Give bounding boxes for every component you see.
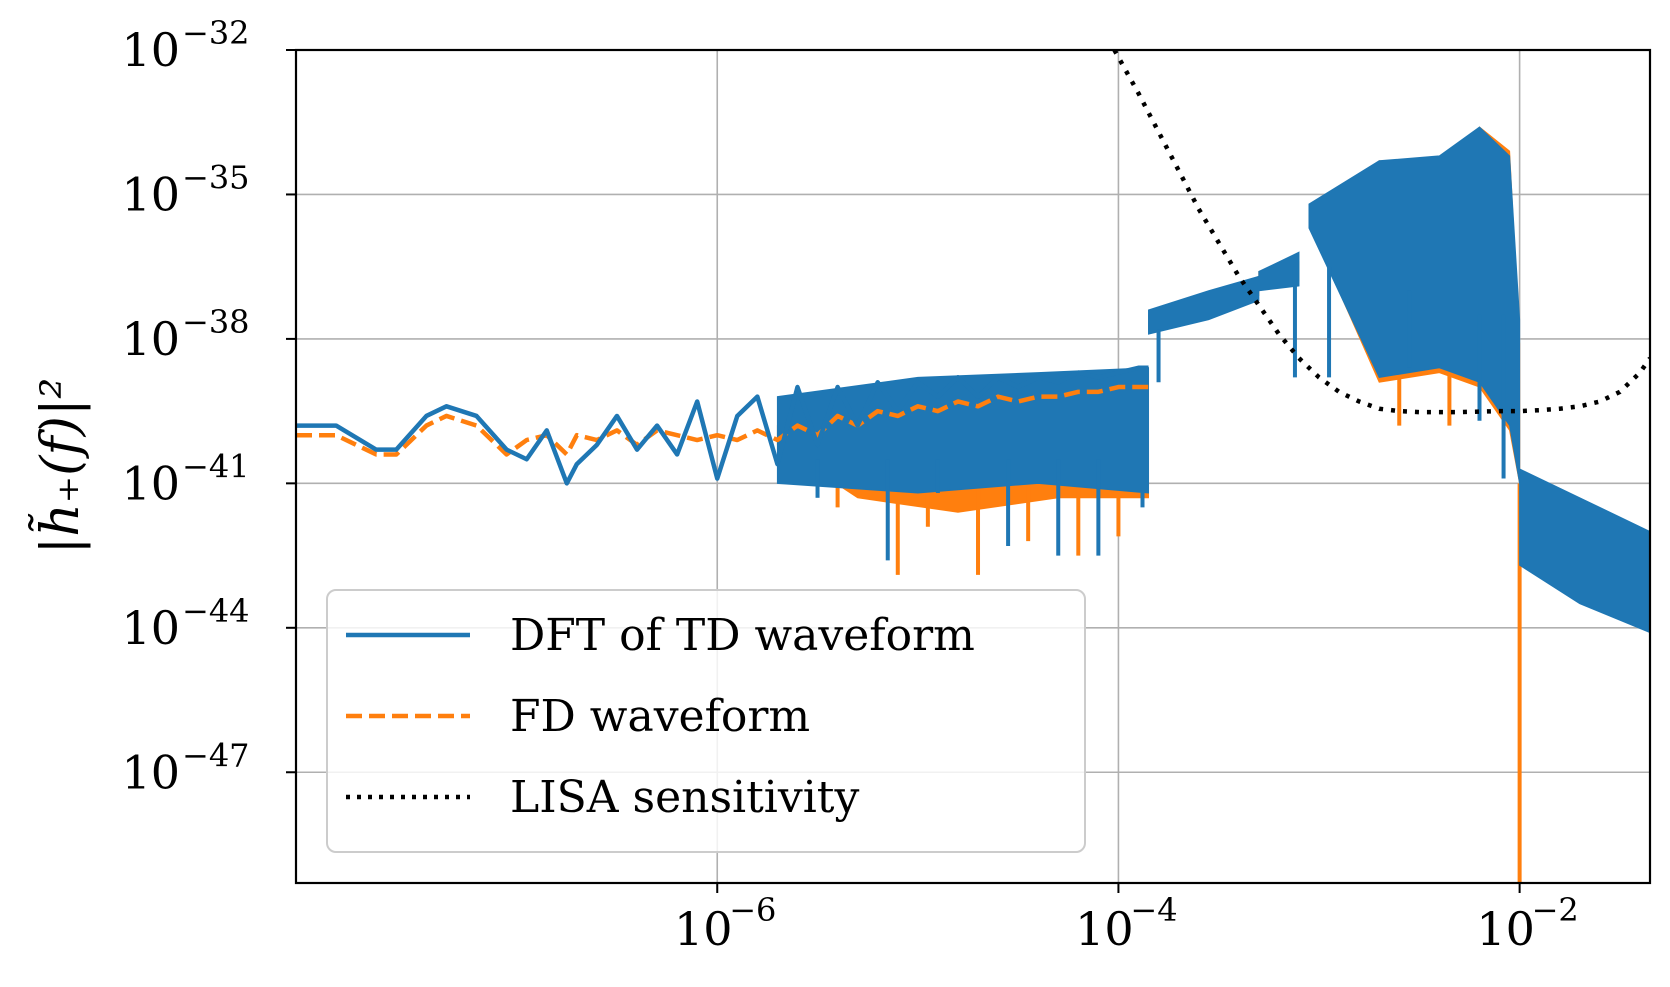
- plot-area: [296, 50, 1650, 883]
- legend-label-lisa: LISA sensitivity: [510, 772, 859, 823]
- series-fd-waveform: [296, 384, 1149, 457]
- series-dft-of-td-waveform: [296, 365, 1149, 486]
- y-tick-label-3: 10: [121, 456, 180, 510]
- y-tick-label-0: 10: [121, 23, 180, 77]
- x-tick-label-1: 10: [1075, 902, 1134, 956]
- x-tick-exponent-0: −6: [729, 891, 776, 929]
- x-tick-label-0: 10: [674, 902, 733, 956]
- y-tick-label-2: 10: [121, 312, 180, 366]
- series-lines: [296, 50, 1650, 486]
- legend-label-fd: FD waveform: [510, 691, 810, 742]
- x-tick-label-2: 10: [1476, 902, 1535, 956]
- y-tick-exponent-5: −47: [182, 736, 250, 774]
- y-tick-exponent-3: −41: [182, 447, 250, 485]
- x-axis-ticks: 10−6 10−4 10−2: [674, 883, 1579, 956]
- y-tick-exponent-4: −44: [182, 592, 250, 630]
- legend: DFT of TD waveform FD waveform LISA sens…: [326, 589, 1086, 853]
- y-axis-label: |h̃₊(f)|²: [28, 378, 91, 555]
- y-tick-exponent-1: −35: [182, 158, 250, 196]
- x-tick-exponent-2: −2: [1532, 891, 1579, 929]
- y-tick-exponent-2: −38: [182, 303, 250, 341]
- legend-label-td: DFT of TD waveform: [510, 610, 975, 661]
- x-tick-exponent-1: −4: [1130, 891, 1177, 929]
- legend-box: [326, 589, 1086, 853]
- axes-frame: [294, 48, 1652, 885]
- y-tick-label-4: 10: [121, 601, 180, 655]
- y-tick-label-1: 10: [121, 167, 180, 221]
- y-tick-label-5: 10: [121, 745, 180, 799]
- td-ringdown-tail: [1519, 468, 1650, 634]
- y-tick-exponent-0: −32: [182, 14, 250, 52]
